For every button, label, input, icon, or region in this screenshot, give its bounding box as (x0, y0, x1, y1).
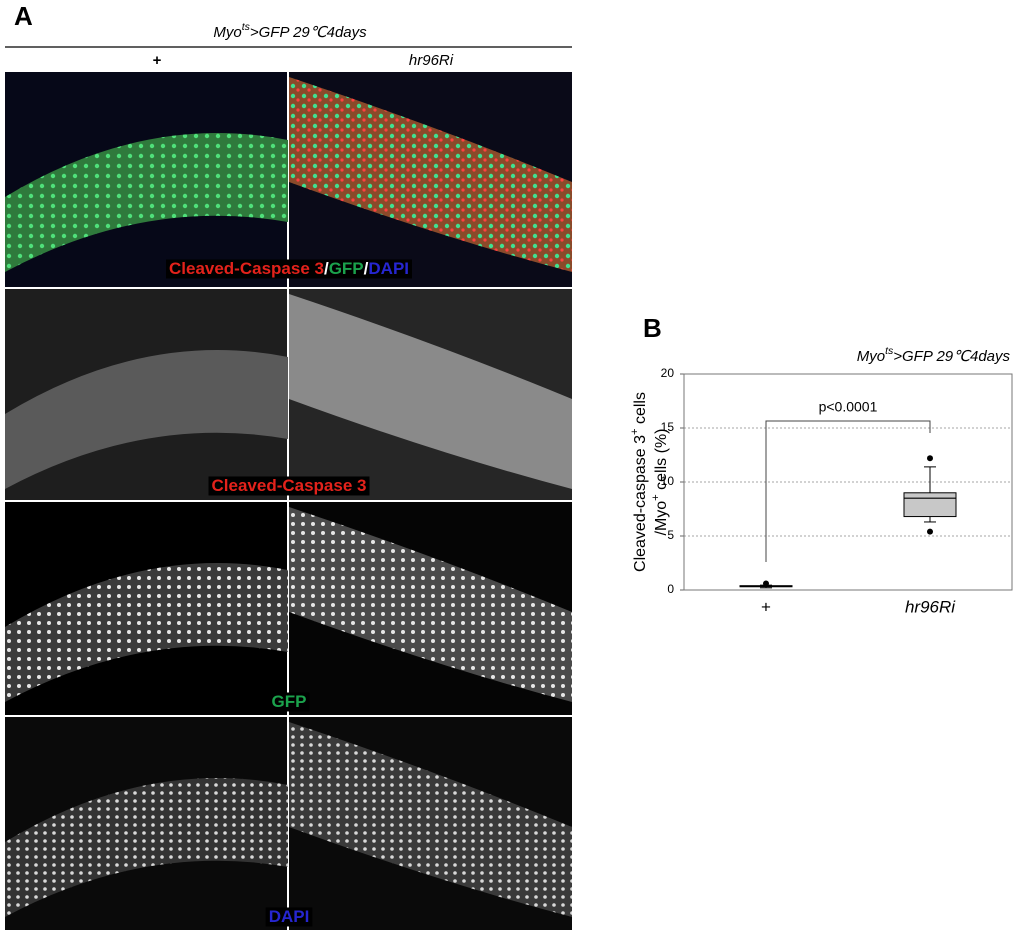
caption: GFP (272, 692, 307, 711)
column-label: hr96Ri (409, 52, 454, 69)
caption: Cleaved-Caspase 3 (212, 476, 367, 495)
caption-background (265, 907, 313, 927)
significance-bracket (765, 420, 931, 562)
text-part: Cleaved-Caspase 3 (169, 259, 324, 278)
caption-background (208, 476, 370, 496)
box (903, 492, 957, 518)
x-tick-label: + (761, 597, 771, 616)
captions: Cleaved-Caspase 3/GFP/DAPICleaved-Caspas… (165, 259, 413, 927)
superscript: ts (885, 345, 894, 357)
text-part: /Myo (653, 501, 670, 536)
micrograph-grid (5, 72, 572, 930)
text-part: DAPI (368, 259, 409, 278)
y-axis-label: Cleaved-caspase 3+ cells (629, 392, 649, 572)
x-tick-label: hr96Ri (905, 597, 956, 616)
text-part: DAPI (269, 907, 310, 926)
outlier (927, 455, 933, 462)
text-part: Myo (857, 348, 885, 365)
text-part: cells (%) (653, 429, 670, 495)
text-part: Cleaved-caspase 3 (632, 435, 649, 572)
text-part: cells (632, 392, 649, 428)
y-tick-label: 15 (661, 420, 675, 434)
text-part: GFP (329, 259, 364, 278)
superscript: ts (242, 21, 251, 33)
text-part: / (364, 259, 369, 278)
text-part: >GFP 29℃4days (893, 348, 1010, 365)
caption: Cleaved-Caspase 3/GFP/DAPI (169, 259, 409, 278)
panel-title: Myots>GFP 29℃4days (213, 21, 367, 41)
text-part: Myo (213, 24, 241, 41)
caption-background (268, 692, 310, 712)
caption-background (165, 259, 413, 279)
chart-title: Myots>GFP 29℃4days (857, 345, 1011, 365)
column-label: + (153, 52, 162, 69)
outlier (927, 528, 933, 535)
text-part: >GFP 29℃4days (250, 24, 367, 41)
panel-label: B (643, 313, 662, 343)
y-tick-label: 5 (667, 528, 674, 542)
superscript: + (629, 428, 641, 435)
text-part: Cleaved-Caspase 3 (212, 476, 367, 495)
text-part: GFP (272, 692, 307, 711)
y-tick-label: 20 (661, 366, 675, 380)
text-part: / (324, 259, 329, 278)
superscript: + (650, 494, 662, 501)
caption: DAPI (269, 907, 310, 926)
y-axis-label: /Myo+ cells (%) (650, 429, 670, 536)
annotation: p<0.0001 (819, 399, 878, 415)
y-tick-label: 10 (661, 474, 675, 488)
outlier (763, 580, 769, 587)
y-tick-label: 0 (667, 582, 674, 596)
panel-label: A (14, 1, 33, 31)
plot-frame (683, 373, 1013, 591)
